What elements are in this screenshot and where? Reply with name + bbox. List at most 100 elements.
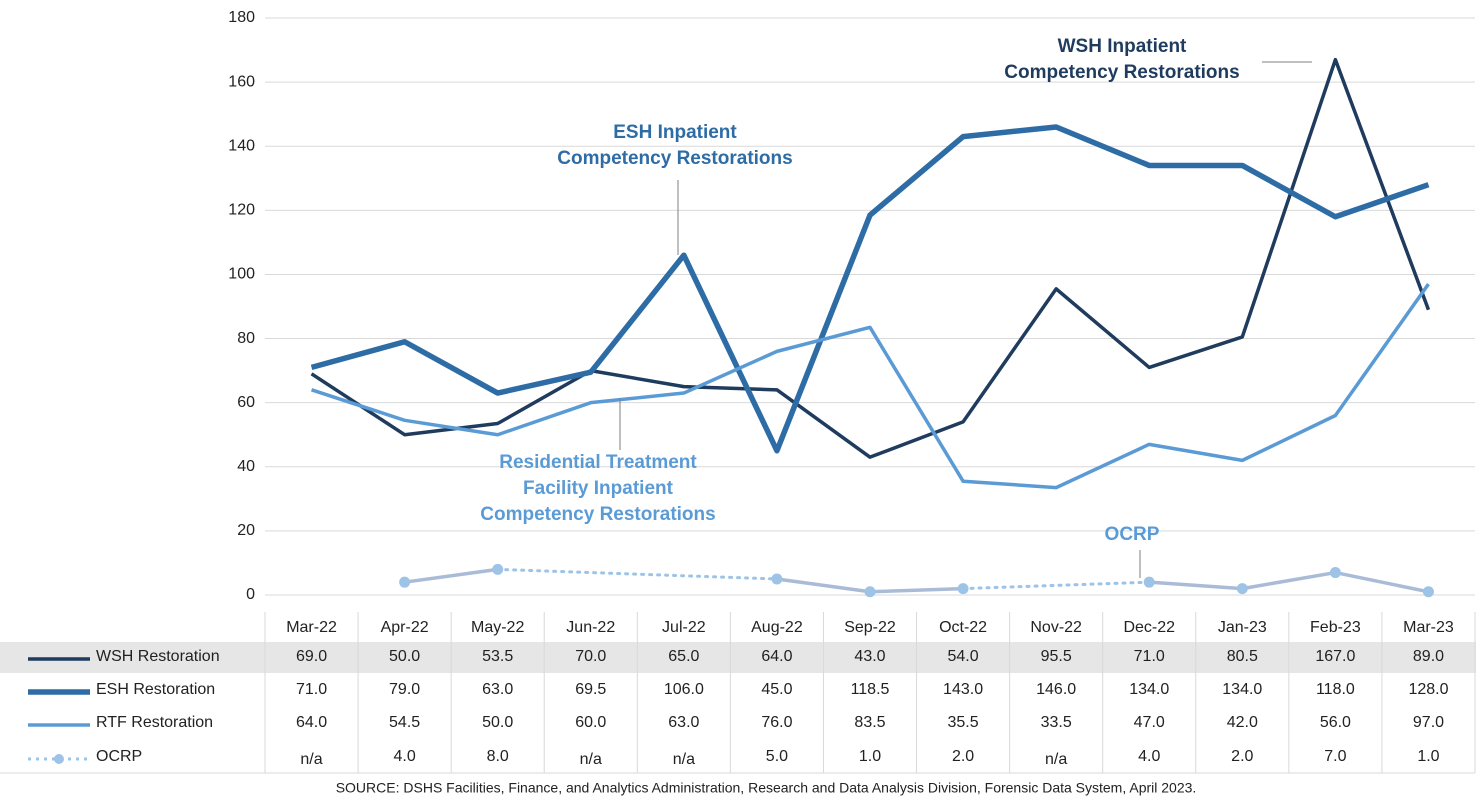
legend-label: WSH Restoration bbox=[96, 648, 220, 665]
annotation: WSH Inpatient bbox=[1058, 36, 1187, 57]
series-line bbox=[310, 283, 1430, 490]
table-cell: 50.0 bbox=[482, 714, 513, 731]
gap-connector bbox=[961, 580, 1151, 591]
point-marker bbox=[1329, 567, 1341, 579]
table-cell: 47.0 bbox=[1134, 714, 1165, 731]
table-cell: 97.0 bbox=[1413, 714, 1444, 731]
table-cell: 71.0 bbox=[1134, 648, 1165, 665]
table-cell: n/a bbox=[673, 751, 695, 768]
table-cell: 69.0 bbox=[296, 648, 327, 665]
table-cell: 79.0 bbox=[389, 681, 420, 698]
table-cell: 53.5 bbox=[482, 648, 513, 665]
table-cell: 118.5 bbox=[851, 681, 890, 698]
y-tick-label: 160 bbox=[228, 73, 255, 90]
legend-label: OCRP bbox=[96, 748, 142, 765]
x-tick-label: May-22 bbox=[471, 619, 524, 636]
y-tick-label: 40 bbox=[237, 458, 255, 475]
point-marker bbox=[957, 583, 969, 595]
x-tick-label: Dec-22 bbox=[1123, 619, 1175, 636]
annotation: Facility Inpatient bbox=[523, 478, 674, 499]
y-tick-label: 80 bbox=[237, 330, 255, 347]
table-cell: 2.0 bbox=[952, 748, 974, 765]
annotation: ESH Inpatient bbox=[613, 122, 737, 143]
x-tick-label: Sep-22 bbox=[844, 619, 896, 636]
table-cell: 118.0 bbox=[1316, 681, 1355, 698]
point-marker bbox=[864, 586, 876, 598]
annotation: Competency Restorations bbox=[480, 504, 715, 525]
y-tick-label: 100 bbox=[228, 266, 255, 283]
legend-label: ESH Restoration bbox=[96, 681, 215, 698]
table-cell: 76.0 bbox=[761, 714, 792, 731]
table-cell: 45.0 bbox=[761, 681, 792, 698]
x-tick-label: Mar-22 bbox=[286, 619, 337, 636]
table-cell: 60.0 bbox=[575, 714, 606, 731]
table-cell: 143.0 bbox=[943, 681, 983, 698]
table-cell: 4.0 bbox=[1138, 748, 1160, 765]
y-tick-label: 20 bbox=[237, 522, 255, 539]
table-cell: n/a bbox=[1045, 751, 1067, 768]
x-tick-label: Apr-22 bbox=[381, 619, 429, 636]
annotation: OCRP bbox=[1105, 524, 1160, 545]
x-tick-label: Nov-22 bbox=[1030, 619, 1082, 636]
point-marker bbox=[771, 573, 783, 585]
point-marker bbox=[1236, 583, 1248, 595]
table-cell: 80.5 bbox=[1227, 648, 1258, 665]
table-cell: 43.0 bbox=[854, 648, 885, 665]
point-marker bbox=[1143, 576, 1155, 588]
x-tick-label: Mar-23 bbox=[1403, 619, 1454, 636]
table-cell: 42.0 bbox=[1227, 714, 1258, 731]
table-cell: 7.0 bbox=[1324, 748, 1346, 765]
y-tick-label: 180 bbox=[228, 9, 255, 26]
legend-marker bbox=[54, 754, 64, 764]
table-cell: 54.0 bbox=[948, 648, 979, 665]
table-cell: 71.0 bbox=[296, 681, 327, 698]
table-cell: 65.0 bbox=[668, 648, 699, 665]
table-cell: 89.0 bbox=[1413, 648, 1444, 665]
gap-connector bbox=[496, 567, 779, 581]
y-tick-label: 60 bbox=[237, 394, 255, 411]
table-cell: 83.5 bbox=[854, 714, 885, 731]
x-tick-label: Feb-23 bbox=[1310, 619, 1361, 636]
table-cell: 8.0 bbox=[487, 748, 509, 765]
table-cell: 70.0 bbox=[575, 648, 606, 665]
table-cell: 64.0 bbox=[761, 648, 792, 665]
table-cell: n/a bbox=[300, 751, 322, 768]
table-cell: n/a bbox=[580, 751, 602, 768]
x-tick-label: Oct-22 bbox=[939, 619, 987, 636]
x-tick-label: Aug-22 bbox=[751, 619, 803, 636]
y-tick-label: 120 bbox=[228, 202, 255, 219]
source-note: SOURCE: DSHS Facilities, Finance, and An… bbox=[336, 780, 1197, 796]
x-tick-label: Jun-22 bbox=[566, 619, 615, 636]
table-cell: 134.0 bbox=[1222, 681, 1262, 698]
x-tick-label: Jan-23 bbox=[1218, 619, 1267, 636]
x-tick-label: Jul-22 bbox=[662, 619, 706, 636]
y-tick-label: 0 bbox=[246, 586, 255, 603]
table-cell: 5.0 bbox=[766, 748, 788, 765]
table-cell: 134.0 bbox=[1129, 681, 1169, 698]
table-cell: 167.0 bbox=[1315, 648, 1355, 665]
table-cell: 63.0 bbox=[482, 681, 513, 698]
table-cell: 63.0 bbox=[668, 714, 699, 731]
table-cell: 50.0 bbox=[389, 648, 420, 665]
series-line bbox=[310, 124, 1430, 454]
series-line bbox=[310, 57, 1431, 459]
y-tick-label: 140 bbox=[228, 137, 255, 154]
table-cell: 69.5 bbox=[575, 681, 606, 698]
table-cell: 1.0 bbox=[859, 748, 881, 765]
table-cell: 146.0 bbox=[1036, 681, 1076, 698]
annotation: Competency Restorations bbox=[1004, 62, 1239, 83]
table-cell: 56.0 bbox=[1320, 714, 1351, 731]
table-cell: 1.0 bbox=[1417, 748, 1439, 765]
point-marker bbox=[1422, 586, 1434, 598]
table-cell: 4.0 bbox=[393, 748, 415, 765]
table-cell: 95.5 bbox=[1041, 648, 1072, 665]
table-cell: 54.5 bbox=[389, 714, 420, 731]
annotation: Competency Restorations bbox=[557, 148, 792, 169]
legend-label: RTF Restoration bbox=[96, 714, 213, 731]
table-cell: 64.0 bbox=[296, 714, 327, 731]
point-marker bbox=[399, 576, 411, 588]
table-cell: 2.0 bbox=[1231, 748, 1253, 765]
series-line bbox=[404, 567, 1429, 594]
point-marker bbox=[492, 563, 504, 575]
annotation: Residential Treatment bbox=[499, 452, 697, 473]
